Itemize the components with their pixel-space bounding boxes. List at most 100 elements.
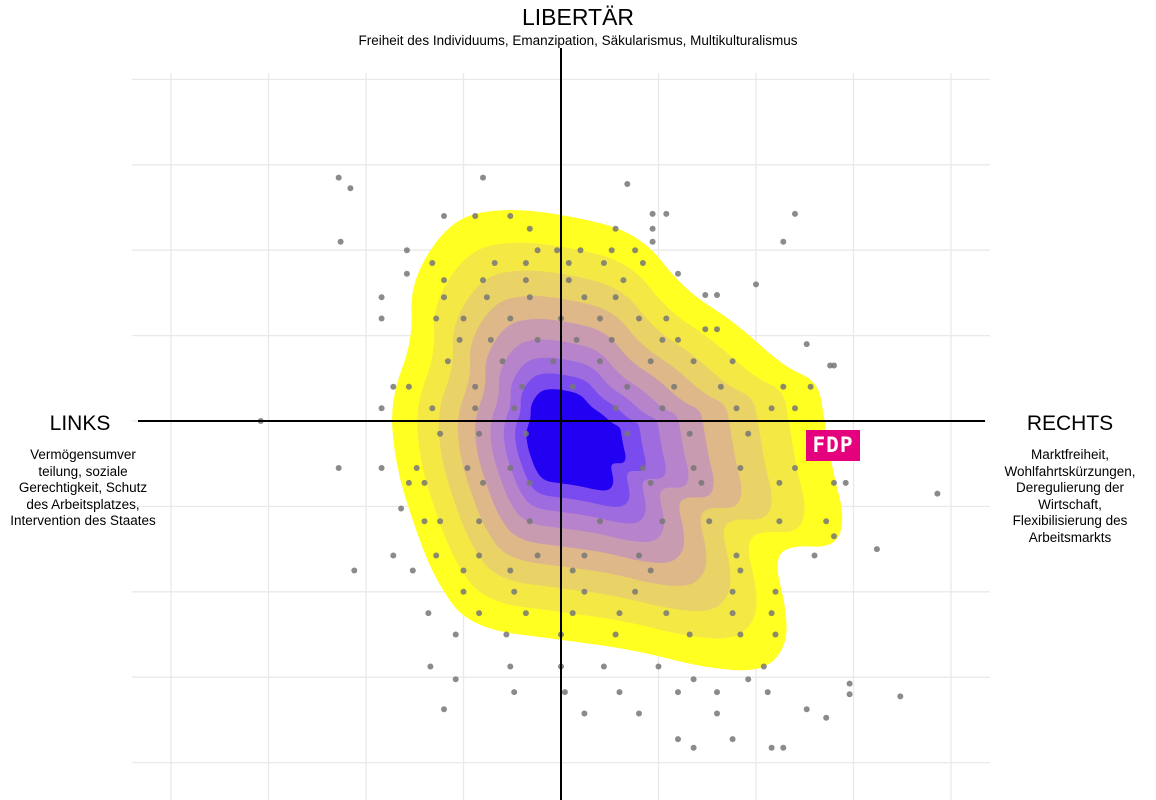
data-point (429, 260, 436, 266)
data-point (421, 479, 428, 486)
data-point (390, 383, 397, 390)
data-point (427, 663, 434, 670)
data-point (690, 676, 697, 683)
data-point (499, 358, 506, 365)
data-point (729, 358, 736, 365)
data-point (511, 588, 518, 595)
data-point (335, 174, 342, 181)
data-point (686, 631, 693, 638)
data-point (647, 567, 654, 574)
data-point (507, 465, 514, 471)
data-point (803, 341, 810, 348)
data-point (698, 479, 705, 486)
data-point (714, 710, 720, 717)
data-point (706, 518, 713, 525)
data-point (460, 567, 467, 574)
data-point (437, 430, 444, 437)
data-point (522, 430, 529, 437)
data-point (659, 405, 666, 412)
data-point (733, 405, 740, 412)
data-point (624, 383, 631, 390)
data-point (581, 294, 588, 301)
data-point (647, 358, 654, 365)
data-point (612, 225, 619, 232)
data-point (526, 518, 533, 525)
data-point (729, 588, 736, 595)
data-point (663, 210, 670, 217)
data-point (472, 213, 479, 219)
data-point (561, 689, 568, 696)
data-point (792, 405, 798, 412)
data-point (425, 610, 432, 617)
data-point (612, 631, 619, 638)
data-point (511, 689, 518, 696)
data-point (663, 315, 670, 322)
data-point (441, 213, 447, 219)
data-point (480, 174, 486, 181)
data-point (675, 736, 681, 743)
data-point (768, 405, 775, 412)
data-point (503, 631, 510, 638)
data-point (444, 358, 451, 365)
data-point (803, 706, 810, 713)
data-point (620, 277, 627, 284)
data-point (398, 505, 405, 512)
data-point (378, 294, 385, 301)
data-point (437, 518, 444, 525)
data-point (480, 277, 486, 284)
data-point (649, 238, 656, 245)
density-level-9 (526, 389, 626, 491)
data-point (526, 225, 533, 232)
data-point (772, 631, 779, 638)
data-point (526, 294, 533, 301)
data-point (581, 588, 588, 595)
data-point (534, 247, 541, 254)
data-point (522, 610, 529, 617)
data-point (581, 710, 588, 717)
data-point (452, 631, 459, 638)
data-point (690, 358, 697, 365)
data-point (483, 294, 490, 301)
data-point (487, 336, 494, 343)
data-point (569, 383, 576, 390)
data-point (729, 610, 736, 617)
data-point (554, 247, 561, 254)
data-point (690, 744, 697, 751)
data-point (632, 247, 639, 254)
data-point (831, 479, 837, 486)
data-point (472, 405, 479, 412)
data-point (647, 479, 654, 486)
data-point (335, 465, 342, 471)
data-point (776, 518, 783, 525)
data-point (768, 610, 775, 617)
data-point (624, 430, 631, 437)
data-point (675, 336, 681, 343)
data-point (405, 383, 412, 390)
data-point (780, 383, 787, 390)
data-point (480, 479, 486, 486)
data-point (675, 689, 681, 696)
data-point (441, 706, 447, 713)
data-point (686, 430, 693, 437)
data-point (522, 277, 529, 284)
data-point (671, 383, 678, 390)
data-point (616, 689, 623, 696)
data-point (649, 210, 656, 217)
data-point (421, 518, 428, 525)
data-point (729, 736, 736, 743)
data-point (600, 260, 607, 266)
data-point (597, 315, 603, 322)
data-point (636, 710, 642, 717)
data-point (351, 567, 358, 574)
data-point (733, 552, 740, 559)
data-point (569, 567, 576, 574)
data-point (507, 315, 514, 322)
data-point (433, 315, 440, 322)
left-axis-title: LINKS (49, 412, 111, 435)
data-point (714, 689, 720, 696)
party-label-fdp: FDP (806, 430, 860, 461)
data-point (452, 676, 459, 683)
data-point (433, 552, 440, 559)
data-point (597, 518, 603, 525)
